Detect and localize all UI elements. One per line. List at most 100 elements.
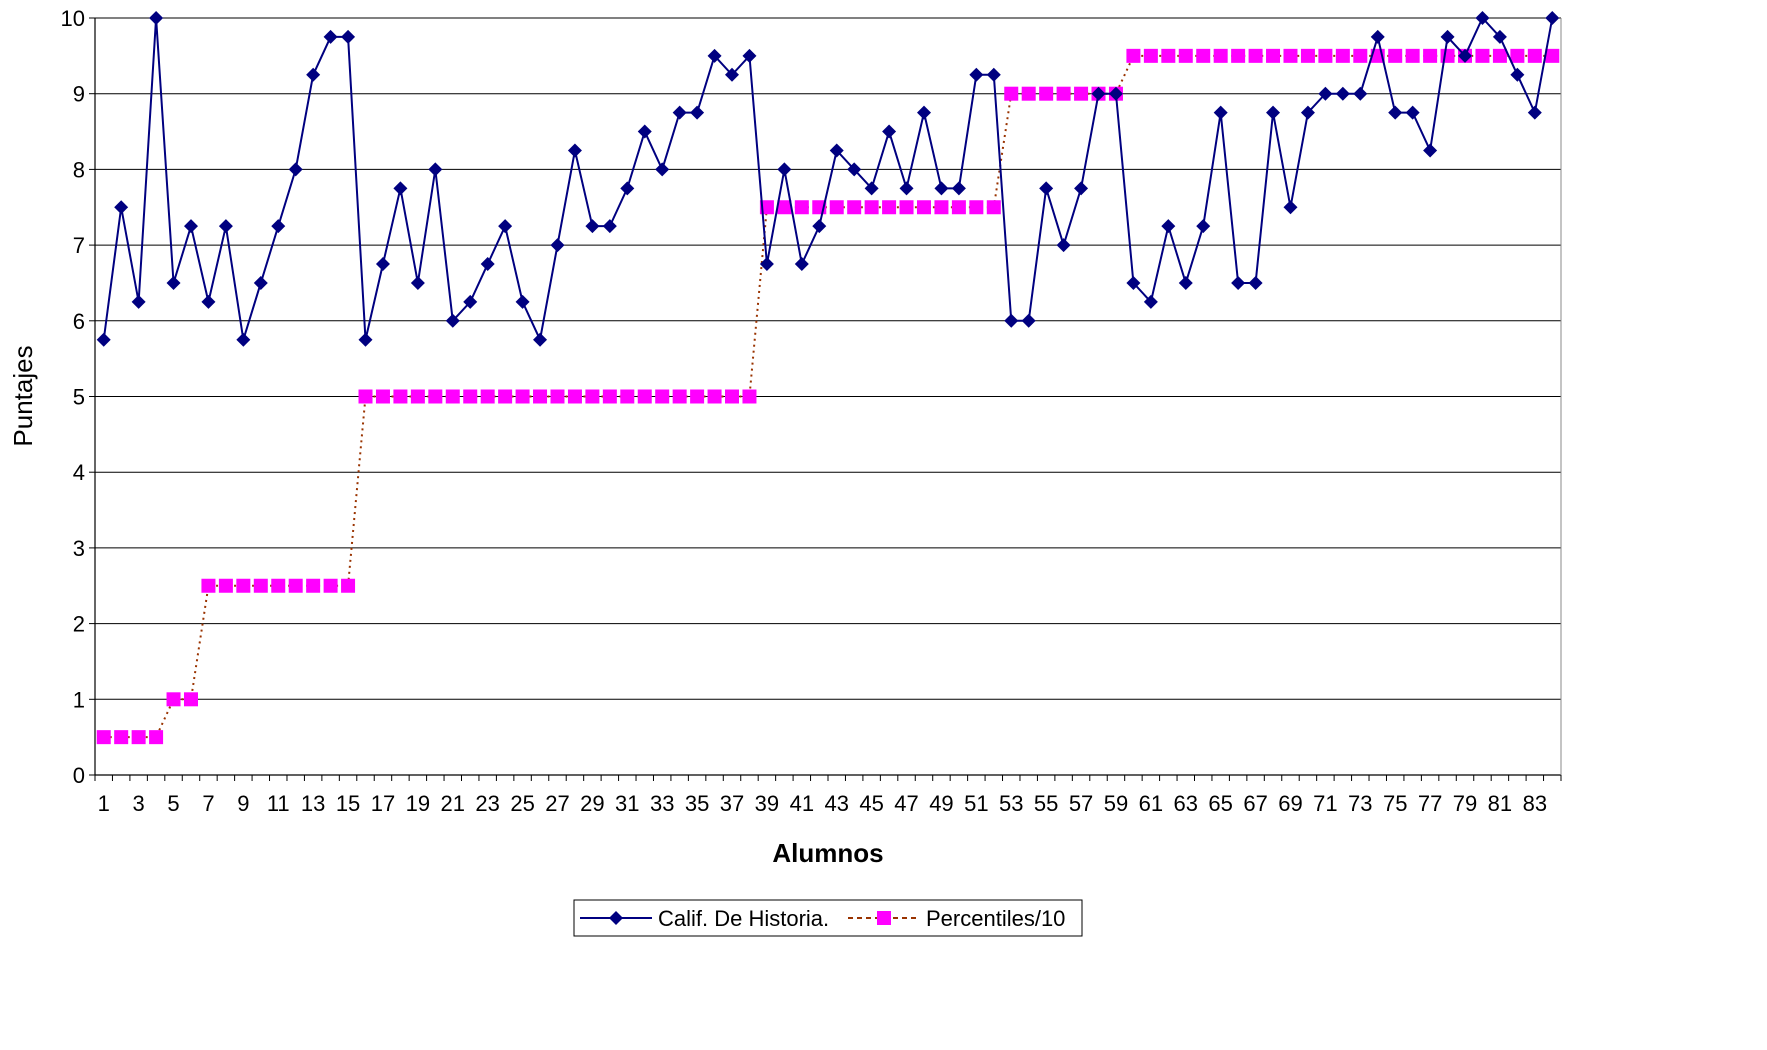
x-tick-label: 57 [1069, 791, 1093, 816]
legend-frame [573, 899, 1083, 937]
data-point-percentiles [1405, 48, 1420, 63]
data-point-percentiles [829, 200, 844, 215]
data-point-historia [253, 275, 268, 290]
data-point-historia [690, 105, 705, 120]
data-point-historia [306, 67, 321, 82]
data-point-historia [131, 294, 146, 309]
x-tick-label: 35 [685, 791, 709, 816]
x-tick-label: 43 [824, 791, 848, 816]
x-tick-label: 17 [371, 791, 395, 816]
data-point-percentiles [1353, 48, 1368, 63]
data-point-percentiles [1492, 48, 1507, 63]
data-point-historia [759, 257, 774, 272]
data-point-percentiles [742, 389, 757, 404]
data-point-historia [777, 162, 792, 177]
data-point-historia [707, 48, 722, 63]
data-point-historia [533, 332, 548, 347]
x-tick-label: 49 [929, 791, 953, 816]
data-point-historia [1248, 275, 1263, 290]
data-point-historia [567, 143, 582, 158]
x-tick-label: 5 [167, 791, 179, 816]
data-point-historia [794, 257, 809, 272]
data-point-percentiles [1248, 48, 1263, 63]
data-point-historia [201, 294, 216, 309]
legend: Calif. De Historia. Percentiles/10 [573, 899, 1083, 937]
data-point-historia [375, 257, 390, 272]
data-point-historia [916, 105, 931, 120]
data-point-percentiles [218, 578, 233, 593]
data-point-percentiles [550, 389, 565, 404]
x-tick-label: 37 [720, 791, 744, 816]
data-point-percentiles [1021, 86, 1036, 101]
data-point-historia [934, 181, 949, 196]
data-point-historia [969, 67, 984, 82]
x-tick-label: 79 [1453, 791, 1477, 816]
data-point-percentiles [498, 389, 513, 404]
y-tick-label: 8 [73, 157, 85, 182]
y-tick-labels: 0 1 2 3 4 5 6 7 8 9 10 [61, 6, 85, 788]
data-point-historia [428, 162, 443, 177]
data-point-percentiles [1266, 48, 1281, 63]
data-point-historia [550, 238, 565, 253]
data-point-historia [1370, 29, 1385, 44]
x-tick-label: 83 [1523, 791, 1547, 816]
x-tick-label: 25 [510, 791, 534, 816]
x-tick-label: 9 [237, 791, 249, 816]
x-tick-label: 81 [1488, 791, 1512, 816]
data-point-percentiles [1056, 86, 1071, 101]
data-point-percentiles [375, 389, 390, 404]
y-tick-label: 10 [61, 6, 85, 31]
data-point-historia [1004, 313, 1019, 328]
y-tick-label: 0 [73, 763, 85, 788]
data-point-historia [218, 219, 233, 234]
data-point-percentiles [847, 200, 862, 215]
data-point-percentiles [288, 578, 303, 593]
x-tick-label: 3 [133, 791, 145, 816]
data-point-percentiles [253, 578, 268, 593]
y-tick-label: 7 [73, 233, 85, 258]
y-tick-label: 5 [73, 385, 85, 410]
data-point-percentiles [620, 389, 635, 404]
data-point-percentiles [236, 578, 251, 593]
data-point-percentiles [1440, 48, 1455, 63]
x-tick-label: 45 [859, 791, 883, 816]
data-point-percentiles [1074, 86, 1089, 101]
data-point-percentiles [637, 389, 652, 404]
data-point-historia [1108, 86, 1123, 101]
x-tick-label: 69 [1278, 791, 1302, 816]
x-tick-label: 21 [441, 791, 465, 816]
y-tick-label: 1 [73, 687, 85, 712]
data-point-percentiles [480, 389, 495, 404]
data-point-percentiles [934, 200, 949, 215]
data-point-percentiles [393, 389, 408, 404]
y-tick-label: 3 [73, 536, 85, 561]
data-point-historia [1423, 143, 1438, 158]
y-tick-label: 2 [73, 612, 85, 637]
data-point-historia [1475, 11, 1490, 25]
x-tick-label: 65 [1208, 791, 1232, 816]
data-point-percentiles [515, 389, 530, 404]
data-point-percentiles [1143, 48, 1158, 63]
data-point-percentiles [445, 389, 460, 404]
legend-label-historia: Calif. De Historia. [658, 906, 829, 931]
data-point-historia [498, 219, 513, 234]
data-point-historia [1492, 29, 1507, 44]
data-point-percentiles [271, 578, 286, 593]
data-point-historia [655, 162, 670, 177]
data-point-percentiles [655, 389, 670, 404]
x-tick-label: 47 [894, 791, 918, 816]
data-point-historia [480, 257, 495, 272]
data-point-percentiles [864, 200, 879, 215]
x-tick-labels: 1 3 5 7 9 11 13 15 17 19 21 23 25 27 29 31 33 35 37 39 41 43 4… [98, 791, 1547, 816]
axes [89, 17, 1562, 781]
data-point-historia [166, 275, 181, 290]
data-point-historia [986, 67, 1001, 82]
x-axis-title: Alumnos [772, 838, 883, 868]
data-point-historia [899, 181, 914, 196]
data-point-historia [1266, 105, 1281, 120]
data-point-historia [1300, 105, 1315, 120]
data-point-percentiles [183, 692, 198, 707]
data-point-percentiles [463, 389, 478, 404]
data-point-historia [1545, 11, 1560, 25]
